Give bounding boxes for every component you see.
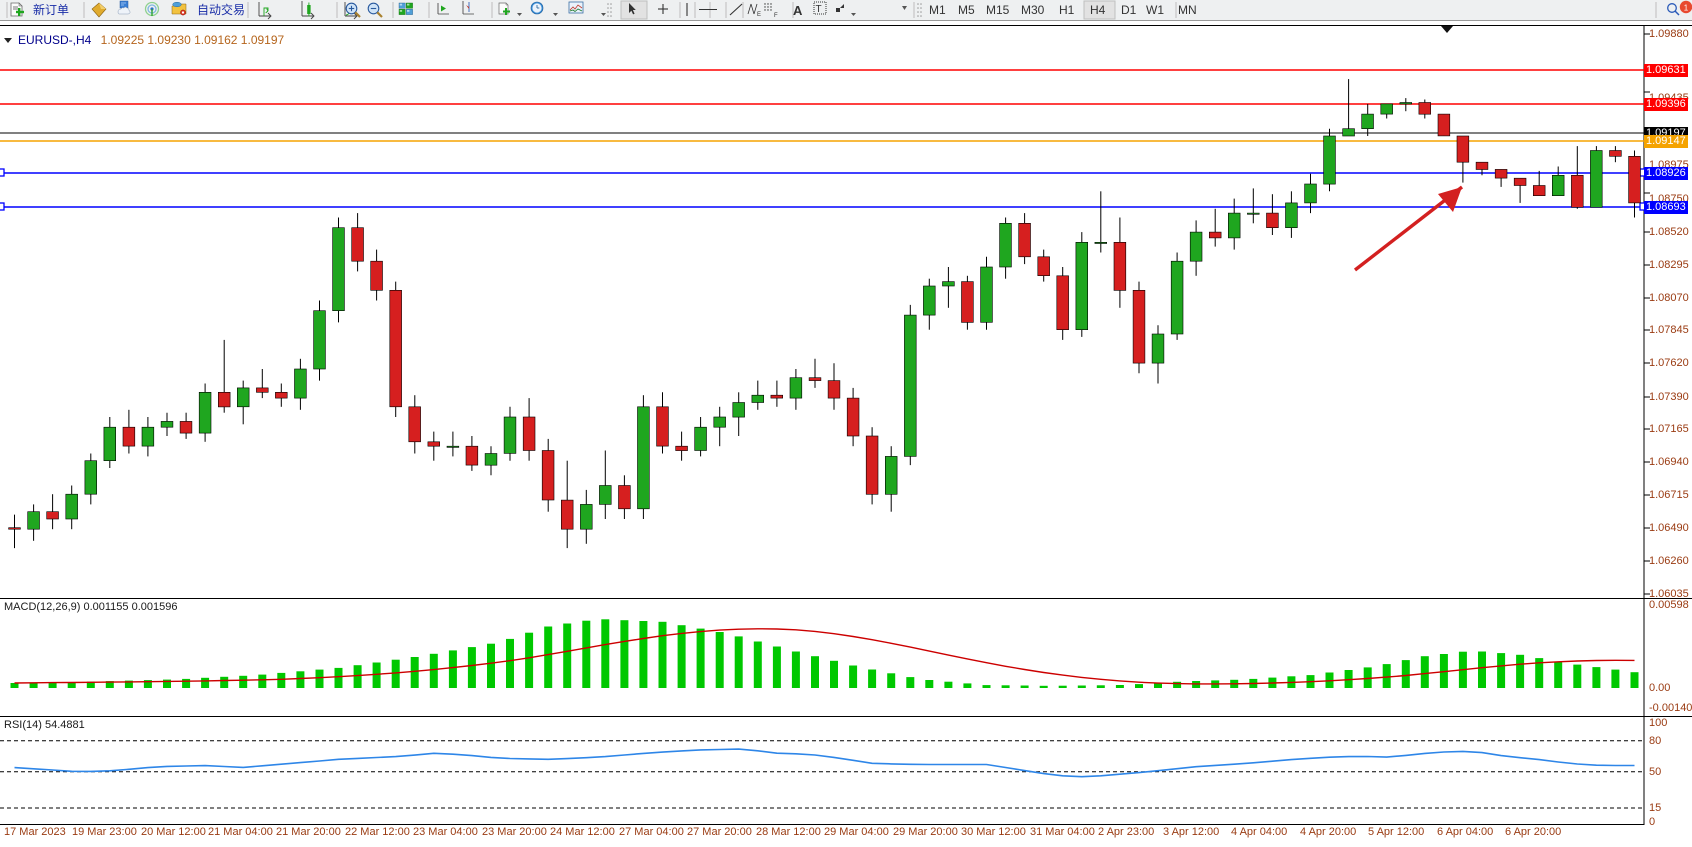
svg-text:T: T: [816, 4, 822, 15]
svg-text:M30: M30: [1021, 3, 1045, 17]
svg-text:H4: H4: [1090, 3, 1106, 17]
svg-text:MN: MN: [1178, 3, 1197, 17]
svg-text:M15: M15: [986, 3, 1010, 17]
svg-text:W1: W1: [1146, 3, 1164, 17]
svg-text:自动交易: 自动交易: [197, 2, 245, 17]
svg-text:A: A: [793, 3, 803, 18]
svg-text:F: F: [774, 13, 778, 19]
svg-text:D1: D1: [1121, 3, 1137, 17]
svg-text:M1: M1: [929, 3, 946, 17]
svg-text:H1: H1: [1059, 3, 1075, 17]
svg-text:M5: M5: [958, 3, 975, 17]
svg-text:新订单: 新订单: [33, 2, 69, 17]
svg-text:1: 1: [1684, 3, 1689, 12]
svg-text:E: E: [757, 12, 761, 18]
